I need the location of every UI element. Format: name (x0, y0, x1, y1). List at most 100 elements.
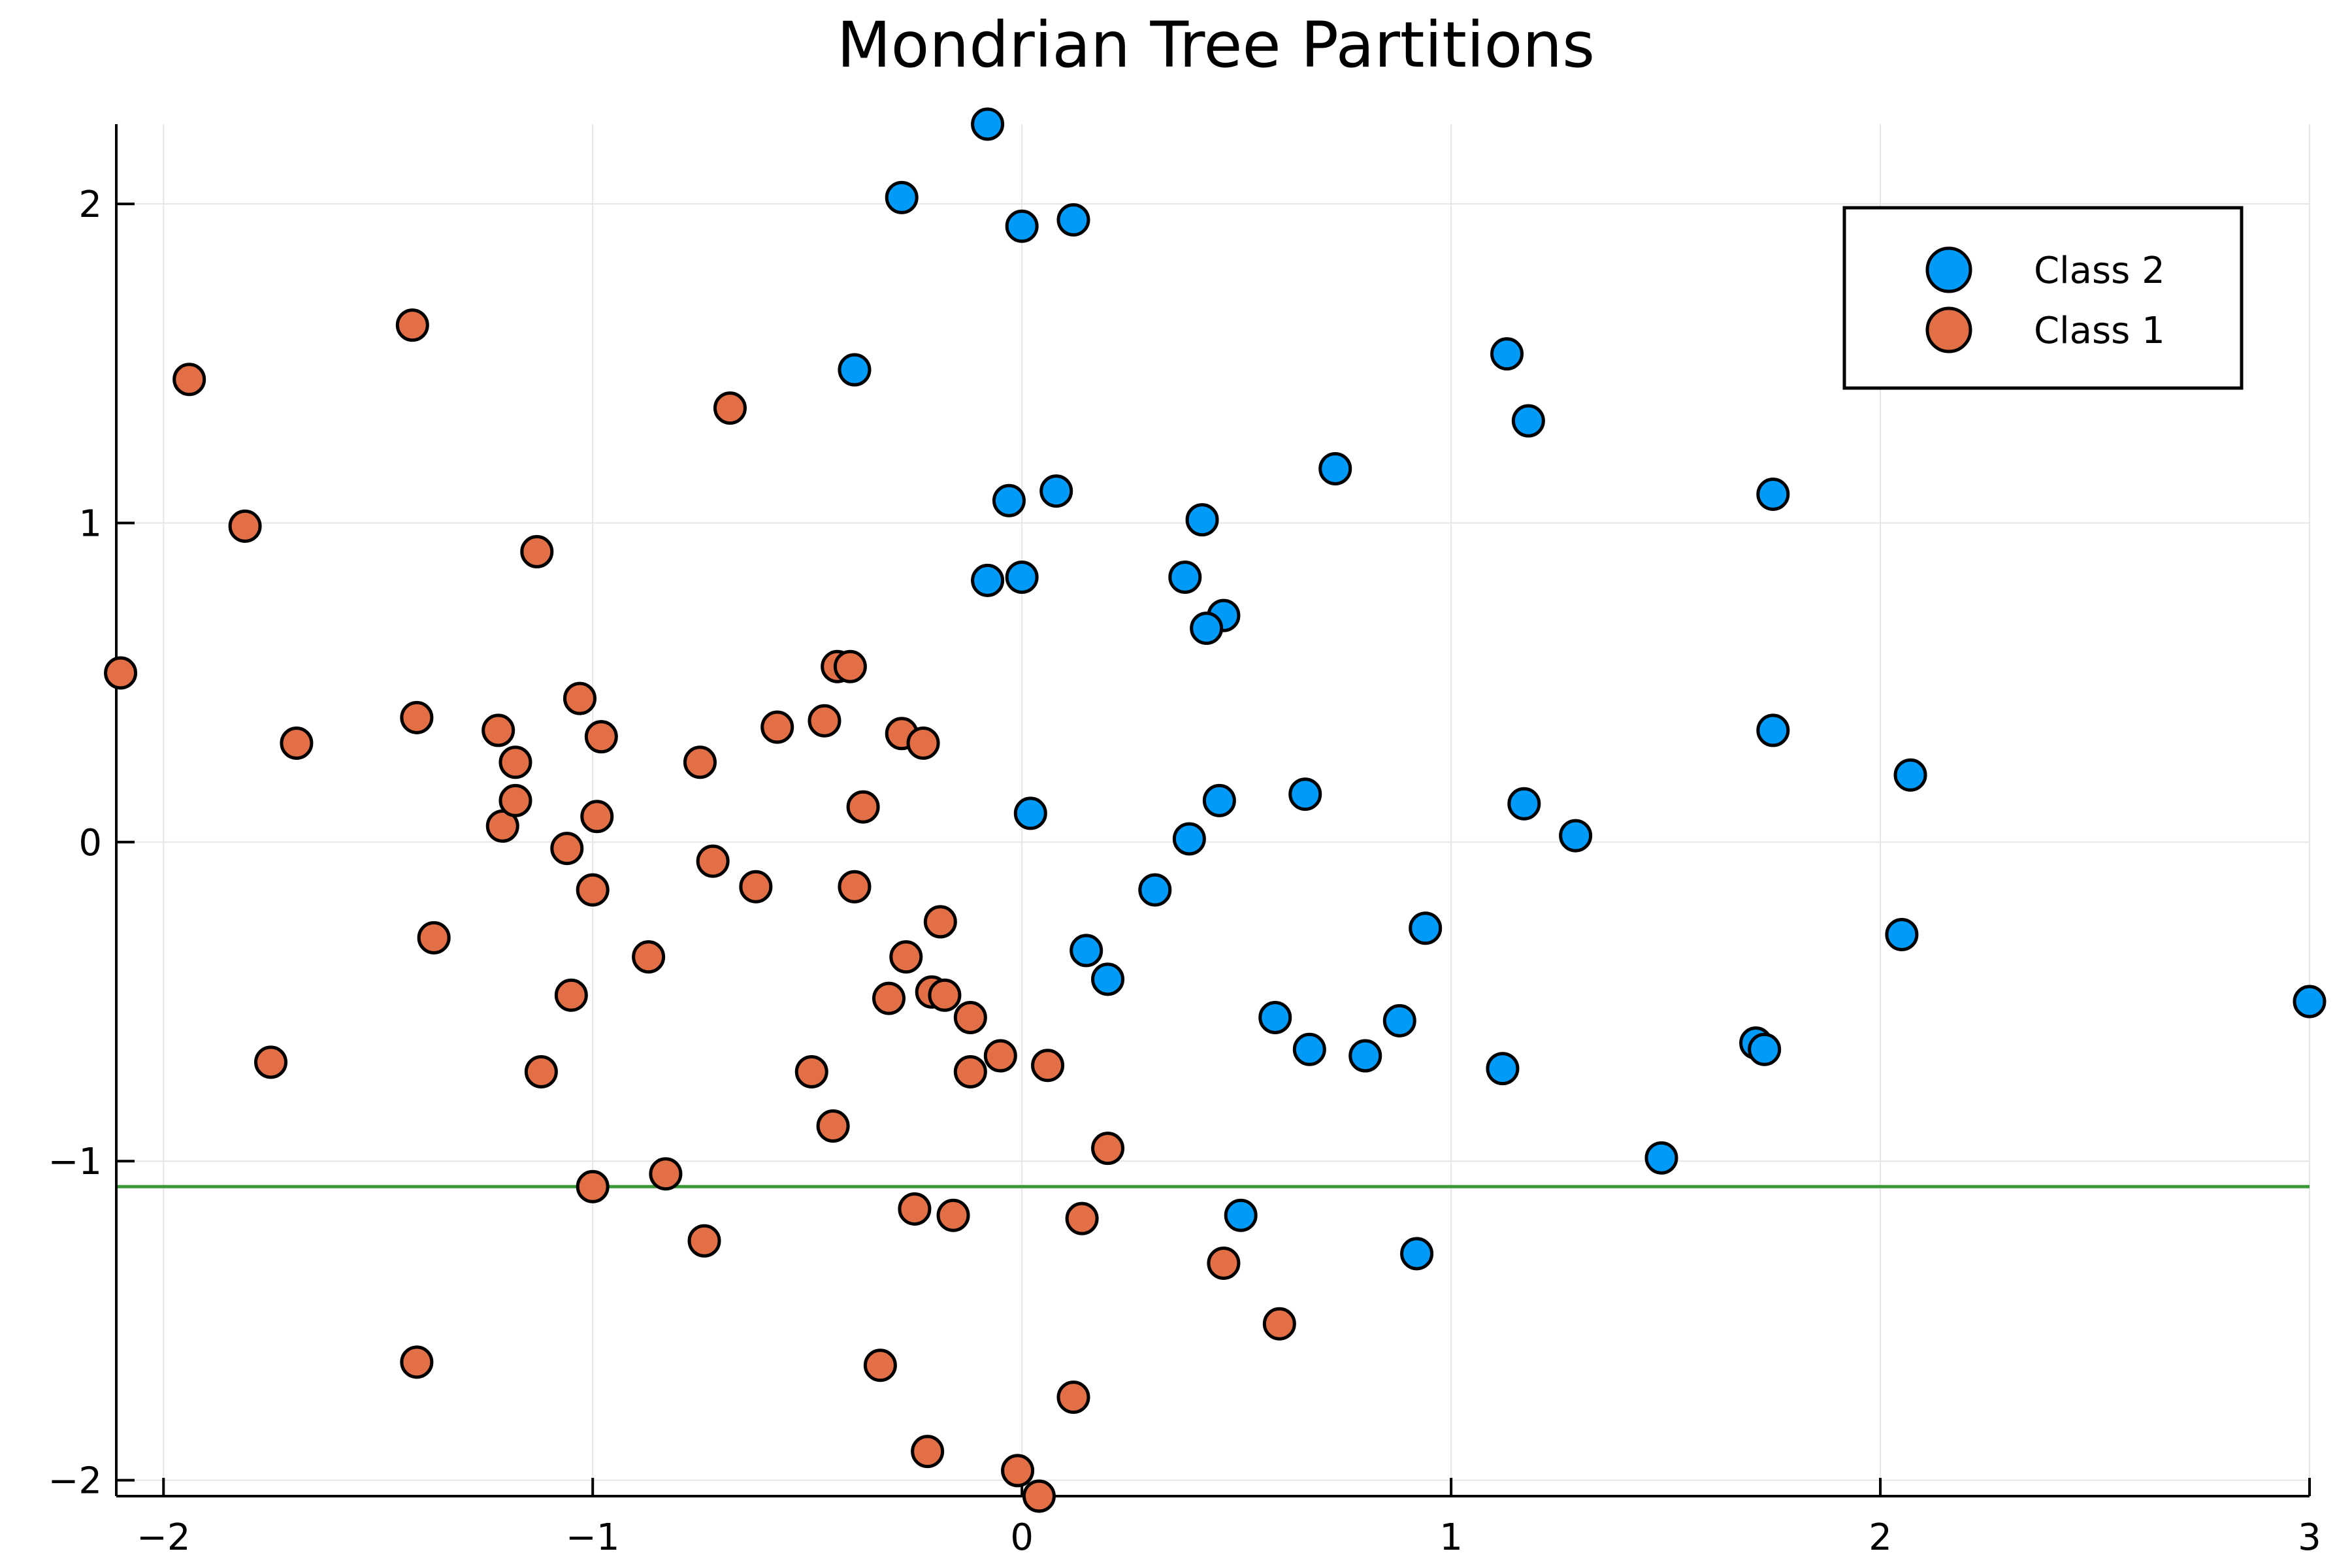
data-point (808, 704, 841, 738)
data-point (576, 873, 610, 907)
data-point (1207, 1246, 1241, 1280)
data-point (696, 844, 730, 878)
data-point (1400, 1237, 1434, 1271)
data-point (1486, 1052, 1520, 1086)
data-point (563, 681, 597, 715)
data-point (1005, 209, 1039, 243)
data-point (1409, 911, 1443, 945)
data-point (953, 1000, 987, 1034)
data-point (1138, 873, 1172, 907)
data-point (898, 1192, 932, 1226)
data-point (576, 1169, 610, 1203)
data-point (838, 353, 872, 387)
data-point (1348, 1039, 1382, 1073)
data-point (911, 1435, 945, 1469)
data-point (228, 509, 262, 543)
data-point (1013, 796, 1047, 830)
axes: −2 −1 0 1 2 3 −2 −1 0 1 2 (48, 124, 2321, 1559)
data-point (2293, 985, 2327, 1019)
data-point (550, 832, 584, 866)
data-point (1065, 1201, 1099, 1235)
data-point (1031, 1049, 1065, 1083)
data-point (1224, 1198, 1258, 1232)
data-point (1511, 404, 1545, 438)
data-point (649, 1157, 683, 1191)
data-point (928, 978, 962, 1012)
data-point (846, 790, 880, 824)
data-point (1748, 1032, 1782, 1066)
data-point (1756, 713, 1790, 747)
data-point (1756, 478, 1790, 512)
data-point (683, 745, 717, 779)
y-tick-label: 0 (78, 822, 102, 864)
data-point (760, 710, 794, 744)
data-point (1893, 758, 1927, 792)
y-tick-label: 2 (78, 184, 102, 226)
x-tick-label: 2 (1869, 1516, 1892, 1559)
data-point (1318, 451, 1352, 485)
data-point (400, 700, 434, 734)
data-point (584, 720, 618, 754)
data-point (104, 656, 138, 690)
data-point (1022, 1479, 1056, 1513)
data-point (400, 1345, 434, 1379)
data-point (971, 563, 1005, 597)
data-point (395, 308, 429, 342)
data-point (1190, 612, 1224, 645)
legend-box (1842, 206, 2244, 390)
data-point (280, 726, 314, 760)
series-class-1 (104, 308, 1296, 1513)
x-tick-label: −2 (137, 1516, 191, 1559)
legend: Class 2 Class 1 (1842, 206, 2244, 390)
data-point (863, 1348, 897, 1382)
data-point (1490, 337, 1524, 371)
data-point (739, 870, 773, 904)
data-point (872, 981, 906, 1015)
data-point (1056, 1380, 1090, 1414)
data-point (1262, 1307, 1296, 1341)
data-point (498, 745, 532, 779)
data-points (104, 107, 2327, 1513)
data-point (889, 940, 923, 974)
data-point (936, 1198, 970, 1232)
data-point (1091, 962, 1125, 996)
data-point (1056, 203, 1090, 237)
y-tick-label: −1 (48, 1141, 102, 1183)
data-point (885, 180, 919, 214)
data-point (498, 783, 532, 817)
data-point (816, 1109, 850, 1143)
data-point (172, 363, 206, 397)
chart-title: Mondrian Tree Partitions (837, 8, 1595, 82)
legend-label: Class 2 (2034, 250, 2165, 292)
data-point (1185, 503, 1219, 537)
data-point (953, 1054, 987, 1088)
data-point (1382, 1004, 1416, 1037)
data-point (838, 870, 872, 904)
data-point (971, 107, 1005, 141)
data-point (1070, 934, 1103, 968)
data-point (1288, 777, 1322, 811)
data-point (1258, 1000, 1292, 1034)
x-tick-label: 1 (1439, 1516, 1463, 1559)
legend-label: Class 1 (2034, 310, 2165, 352)
data-point (687, 1224, 721, 1258)
data-point (1168, 560, 1202, 594)
data-point (1172, 822, 1206, 856)
data-point (983, 1039, 1017, 1073)
data-point (794, 1054, 828, 1088)
legend-marker (1925, 306, 1972, 353)
data-point (906, 726, 940, 760)
data-point (992, 483, 1026, 517)
x-tick-label: −1 (566, 1516, 620, 1559)
data-point (1292, 1032, 1326, 1066)
x-tick-label: 0 (1010, 1516, 1034, 1559)
data-point (1005, 560, 1039, 594)
data-point (923, 905, 957, 939)
data-point (632, 940, 666, 974)
x-tick-label: 3 (2298, 1516, 2321, 1559)
y-tick-label: 1 (78, 502, 102, 545)
data-point (417, 921, 451, 955)
data-point (1507, 787, 1541, 821)
data-point (1202, 783, 1236, 817)
